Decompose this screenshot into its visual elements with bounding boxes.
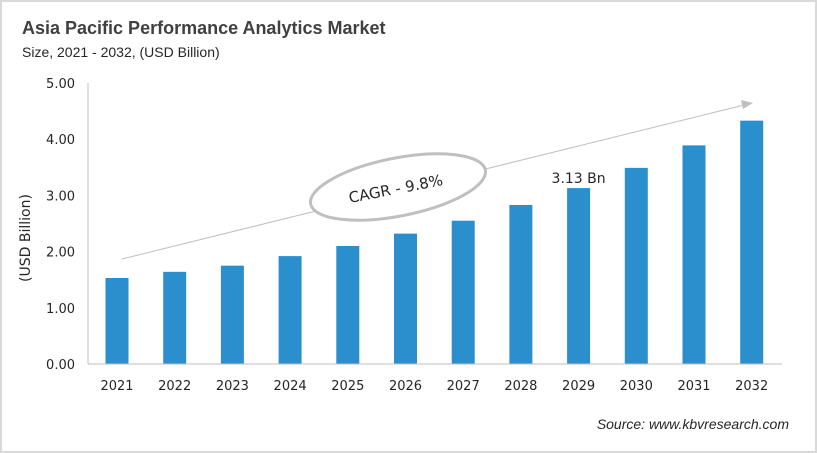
value-label: 3.13 Bn [552,171,606,187]
x-tick-label: 2031 [677,379,710,394]
y-tick-label: 2.00 [46,246,75,261]
x-tick-label: 2028 [504,379,537,394]
x-tick-label: 2021 [100,379,133,394]
x-tick-label: 2027 [447,379,480,394]
x-tick-label: 2025 [331,379,364,394]
cagr-ellipse [308,152,488,222]
y-tick-label: 5.00 [46,77,75,92]
x-tick-label: 2030 [620,379,653,394]
bar-2026 [394,233,417,364]
bar-2029 [567,188,591,364]
x-tick-label: 2022 [158,379,191,394]
bar-2028 [509,204,533,364]
x-tick-label: 2024 [274,379,307,394]
source-note: Source: www.kbvresearch.com [596,416,789,432]
bar-2027 [451,220,475,364]
bar-2022 [163,271,187,364]
trend-arrowhead [741,100,753,109]
y-tick-label: 0.00 [46,358,75,373]
chart-title: Asia Pacific Performance Analytics Marke… [22,18,386,38]
bar-2032 [740,120,764,365]
x-tick-label: 2029 [562,379,595,394]
x-tick-label: 2032 [735,379,768,394]
bar-2031 [682,145,706,364]
x-tick-label: 2026 [389,379,422,394]
bar-2021 [105,278,129,364]
bar-2023 [220,265,244,364]
bar-2030 [624,167,648,364]
bar-2024 [278,256,302,364]
y-axis-label: (USD Billion) [18,194,34,282]
x-tick-label: 2023 [216,379,249,394]
y-tick-label: 4.00 [46,133,75,148]
y-tick-label: 3.00 [46,189,75,204]
bar-2025 [336,245,360,364]
chart-subtitle: Size, 2021 - 2032, (USD Billion) [22,44,220,60]
y-tick-label: 1.00 [46,302,75,317]
